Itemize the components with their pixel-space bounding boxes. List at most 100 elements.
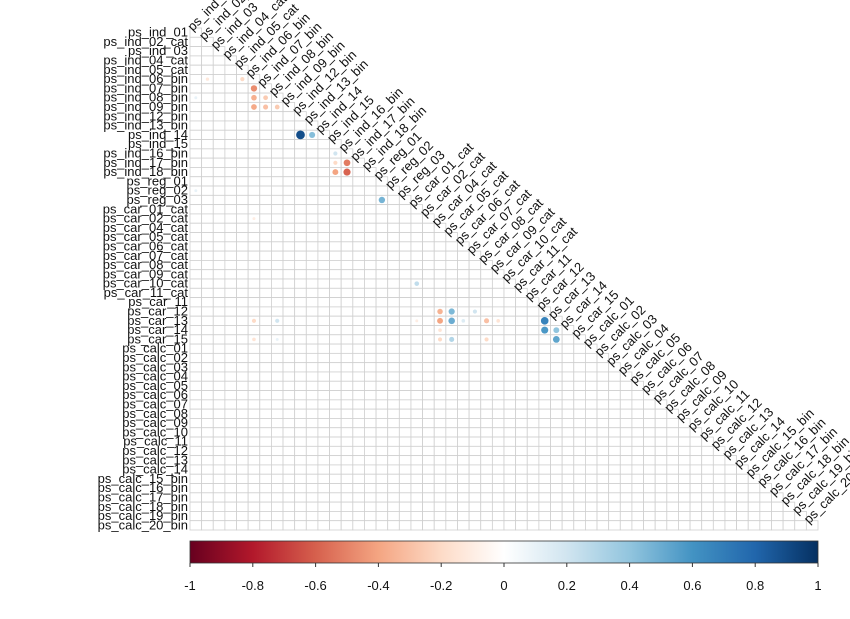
grid-cell xyxy=(736,501,749,512)
grid-cell xyxy=(678,445,691,457)
grid-cell xyxy=(608,455,621,466)
grid-cell xyxy=(398,483,412,494)
grid-cell xyxy=(189,473,203,484)
grid-cell xyxy=(201,101,214,113)
grid-cell xyxy=(305,399,319,410)
grid-cell xyxy=(480,511,493,522)
corr-circle xyxy=(484,318,490,324)
grid-cell xyxy=(387,436,400,447)
grid-cell xyxy=(352,520,365,531)
color-tick-label: 1 xyxy=(814,578,821,593)
grid-cell xyxy=(340,269,354,280)
grid-cell xyxy=(329,483,342,494)
grid-cell xyxy=(201,83,214,94)
grid-cell xyxy=(247,427,261,438)
grid-cell xyxy=(305,473,319,484)
grid-cell xyxy=(503,297,517,308)
grid-cell xyxy=(247,483,261,494)
grid-cell xyxy=(666,520,679,531)
grid-cell xyxy=(457,436,470,447)
grid-cell xyxy=(294,167,307,178)
grid-cell xyxy=(282,436,296,447)
grid-cell xyxy=(712,473,726,484)
grid-cell xyxy=(387,194,400,206)
grid-cell xyxy=(329,399,342,410)
grid-cell xyxy=(271,297,284,308)
grid-cell xyxy=(445,287,458,298)
corr-circle xyxy=(333,160,338,165)
grid-cell xyxy=(340,232,354,243)
grid-cell xyxy=(433,250,447,261)
grid-cell xyxy=(526,511,540,522)
grid-cell xyxy=(666,427,679,438)
grid-cell xyxy=(271,380,284,391)
grid-cell xyxy=(340,222,354,233)
grid-cell xyxy=(526,427,540,438)
grid-cell xyxy=(747,511,761,522)
grid-cell xyxy=(457,269,470,280)
grid-cell xyxy=(422,455,435,466)
grid-cell xyxy=(340,297,354,308)
grid-cell xyxy=(259,501,272,512)
grid-cell xyxy=(561,362,575,373)
grid-cell xyxy=(317,473,330,484)
grid-cell xyxy=(654,427,668,438)
grid-cell xyxy=(282,520,296,531)
grid-cell xyxy=(387,464,400,475)
grid-cell xyxy=(364,399,377,410)
grid-cell xyxy=(457,511,470,522)
grid-cell xyxy=(340,464,354,475)
grid-cell xyxy=(619,483,633,494)
grid-cell xyxy=(352,343,365,354)
grid-cell xyxy=(596,418,610,429)
grid-cell xyxy=(212,483,226,494)
grid-cell xyxy=(212,473,226,484)
grid-cell xyxy=(689,501,703,512)
grid-cell xyxy=(259,120,272,131)
grid-cell xyxy=(573,455,586,466)
grid-cell xyxy=(317,455,330,466)
grid-cell xyxy=(294,371,307,382)
grid-cell xyxy=(329,297,342,308)
grid-cell xyxy=(317,427,330,438)
grid-cell xyxy=(189,269,203,280)
grid-cell xyxy=(259,194,272,206)
grid-cell xyxy=(468,325,482,336)
row-label: ps_calc_13 xyxy=(122,452,188,467)
grid-cell xyxy=(305,167,319,178)
grid-cell xyxy=(561,380,575,391)
grid-cell xyxy=(631,455,644,466)
grid-cell xyxy=(352,511,365,522)
grid-cell xyxy=(689,445,703,457)
grid-cell xyxy=(236,315,249,326)
grid-cell xyxy=(305,232,319,243)
grid-cell xyxy=(352,371,365,382)
grid-cell xyxy=(352,185,365,196)
grid-cell xyxy=(236,213,249,224)
grid-cell xyxy=(654,473,668,484)
grid-cell xyxy=(271,120,284,131)
grid-cell xyxy=(689,455,703,466)
grid-cell xyxy=(468,455,482,466)
grid-cell xyxy=(305,455,319,466)
grid-cell xyxy=(259,185,272,196)
grid-cell xyxy=(526,418,540,429)
grid-cell xyxy=(236,194,249,206)
grid-cell xyxy=(236,250,249,261)
grid-cell xyxy=(352,408,365,419)
grid-cell xyxy=(189,520,203,531)
grid-cell xyxy=(422,418,435,429)
grid-cell xyxy=(619,501,633,512)
grid-cell xyxy=(271,185,284,196)
grid-cell xyxy=(445,278,458,289)
grid-cell xyxy=(619,427,633,438)
grid-cell xyxy=(387,511,400,522)
grid-cell xyxy=(654,501,668,512)
grid-cell xyxy=(352,418,365,429)
grid-cell xyxy=(526,445,540,457)
grid-cell xyxy=(282,287,296,298)
grid-cell xyxy=(538,418,551,429)
grid-cell xyxy=(189,492,203,503)
grid-cell xyxy=(515,492,528,503)
grid-cell xyxy=(247,445,261,457)
